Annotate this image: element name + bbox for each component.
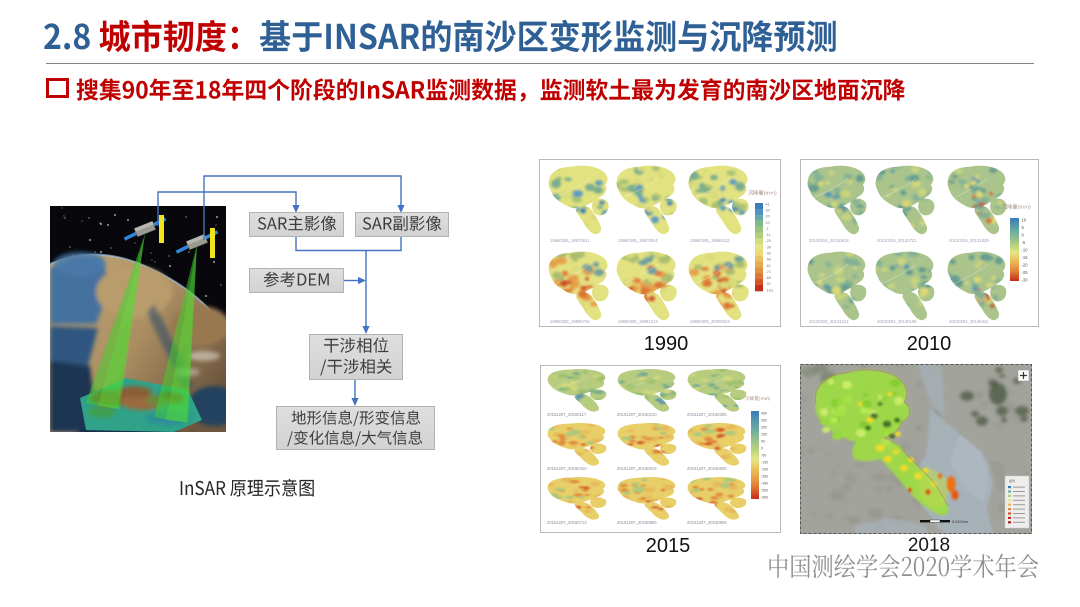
- svg-text:250: 250: [761, 425, 767, 429]
- svg-text:20130204_20140411: 20130204_20140411: [949, 319, 989, 324]
- svg-text:-20: -20: [1022, 263, 1029, 268]
- svg-text:20151207_20160713: 20151207_20160713: [547, 520, 587, 525]
- svg-text:-40: -40: [766, 252, 772, 256]
- svg-text:19960305_19970814: 19960305_19970814: [618, 238, 658, 243]
- svg-text:-150: -150: [761, 460, 768, 464]
- svg-text:20151207_20160909: 20151207_20160909: [687, 520, 727, 525]
- svg-text:450: 450: [761, 411, 767, 415]
- svg-text:-20: -20: [766, 239, 772, 243]
- svg-text:-550: -550: [761, 488, 768, 492]
- svg-text:20130204_20130721: 20130204_20130721: [877, 238, 917, 243]
- svg-text:-250: -250: [761, 467, 768, 471]
- svg-text:0: 0: [761, 446, 763, 450]
- svg-text:41: 41: [766, 202, 770, 206]
- svg-text:20151207_20160608: 20151207_20160608: [687, 466, 727, 471]
- svg-text:30: 30: [766, 209, 770, 213]
- svg-text:20130204_20130618: 20130204_20130618: [809, 238, 849, 243]
- svg-text:19960305_19991213: 19960305_19991213: [618, 319, 658, 324]
- svg-text:图例: 图例: [1009, 478, 1015, 483]
- svg-text:50: 50: [761, 439, 765, 443]
- svg-text:20: 20: [766, 215, 770, 219]
- svg-text:19960305_20000623: 19960305_20000623: [690, 319, 730, 324]
- svg-text:-5: -5: [1022, 240, 1026, 245]
- svg-text:0 2.5 5 km: 0 2.5 5 km: [952, 520, 968, 524]
- svg-text:19960305_19980412: 19960305_19980412: [690, 238, 730, 243]
- svg-text:20151207_20160806: 20151207_20160806: [617, 520, 657, 525]
- svg-text:-25: -25: [1022, 270, 1029, 275]
- svg-text:20130204_20140105: 20130204_20140105: [877, 319, 917, 324]
- svg-text:-30: -30: [766, 245, 772, 249]
- svg-text:19960305_19970611: 19960305_19970611: [550, 238, 590, 243]
- svg-text:-30: -30: [1022, 278, 1029, 283]
- svg-text:-11: -11: [766, 233, 771, 237]
- svg-text:-101: -101: [766, 288, 774, 292]
- svg-text:19960305_19990726: 19960305_19990726: [550, 319, 590, 324]
- svg-text:20151207_20160305: 20151207_20160305: [687, 412, 727, 417]
- svg-text:-650: -650: [761, 495, 768, 499]
- svg-text:20151207_20160117: 20151207_20160117: [547, 412, 587, 417]
- svg-text:20151207_20160515: 20151207_20160515: [617, 466, 657, 471]
- svg-text:0: 0: [1022, 233, 1025, 238]
- svg-text:-71: -71: [766, 270, 772, 274]
- svg-text:-91: -91: [766, 282, 772, 286]
- svg-text:150: 150: [761, 432, 767, 436]
- svg-text:-50: -50: [761, 453, 766, 457]
- svg-text:20130204_20131212: 20130204_20131212: [809, 319, 849, 324]
- svg-text:350: 350: [761, 418, 767, 422]
- svg-text:-350: -350: [761, 474, 768, 478]
- svg-text:20151207_20160210: 20151207_20160210: [617, 412, 657, 417]
- svg-text:5: 5: [1022, 225, 1025, 230]
- svg-text:20151207_20160410: 20151207_20160410: [547, 466, 587, 471]
- svg-text:-61: -61: [766, 264, 772, 268]
- svg-text:10: 10: [1022, 218, 1027, 223]
- svg-text:-450: -450: [761, 481, 768, 485]
- svg-text:20130204_20131029: 20130204_20131029: [949, 238, 989, 243]
- svg-text:-80: -80: [766, 276, 772, 280]
- svg-text:-10: -10: [1022, 248, 1029, 253]
- svg-text:-15: -15: [1022, 255, 1029, 260]
- svg-text:10: 10: [766, 221, 770, 225]
- svg-text:-1: -1: [766, 227, 769, 231]
- svg-text:-50: -50: [766, 258, 772, 262]
